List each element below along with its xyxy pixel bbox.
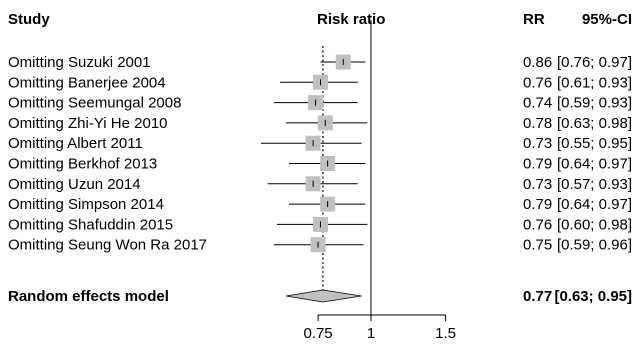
ci-value: [0.61; 0.93] (557, 74, 632, 91)
rr-value: 0.74 (523, 95, 552, 112)
study-label: Omitting Uzun 2014 (8, 176, 141, 193)
rr-value: 0.73 (523, 176, 552, 193)
study-label: Omitting Seung Won Ra 2017 (8, 237, 207, 254)
rr-value: 0.78 (523, 115, 552, 132)
ci-value: [0.64; 0.97] (557, 156, 632, 173)
ci-value: [0.76; 0.97] (557, 54, 632, 71)
study-row: Omitting Uzun 2014 0.73 [0.57; 0.93] (8, 176, 632, 193)
rr-value: 0.86 (523, 54, 552, 71)
ci-value: [0.60; 0.98] (557, 216, 632, 233)
study-label: Omitting Shafuddin 2015 (8, 216, 173, 233)
x-tick-label: 1.5 (435, 325, 456, 342)
pooled-row: Random effects model 0.77 [0.63; 0.95] (8, 288, 632, 305)
rr-value: 0.79 (523, 196, 552, 213)
pooled-label: Random effects model (8, 288, 169, 305)
study-label: Omitting Suzuki 2001 (8, 54, 151, 71)
header-study: Study (8, 11, 50, 28)
ci-value: [0.63; 0.98] (557, 115, 632, 132)
header-ci: 95%-CI (582, 11, 632, 28)
study-label: Omitting Berkhof 2013 (8, 156, 157, 173)
ci-value: [0.59; 0.93] (557, 95, 632, 112)
study-row: Omitting Seung Won Ra 2017 0.75 [0.59; 0.9… (8, 237, 632, 254)
rr-value: 0.73 (523, 135, 552, 152)
x-tick-label: 0.75 (303, 325, 332, 342)
rr-value: 0.79 (523, 156, 552, 173)
pooled-diamond (285, 289, 362, 303)
ci-value: [0.59; 0.96] (557, 237, 632, 254)
study-row: Omitting Shafuddin 2015 0.76 [0.60; 0.98] (8, 216, 632, 233)
rr-value: 0.75 (523, 237, 552, 254)
ci-value: [0.57; 0.93] (557, 176, 632, 193)
study-row: Omitting Albert 2011 0.73 [0.55; 0.95] (8, 135, 632, 152)
header-effect: Risk ratio (317, 11, 385, 28)
study-row: Omitting Simpson 2014 0.79 [0.64; 0.97] (8, 196, 632, 213)
ci-value: [0.64; 0.97] (557, 196, 632, 213)
study-row: Omitting Berkhof 2013 0.79 [0.64; 0.97] (8, 156, 632, 173)
study-rows: Omitting Suzuki 2001 0.86 [0.76; 0.97]Omit… (8, 54, 632, 254)
study-row: Omitting Seemungal 2008 0.74 [0.59; 0.93] (8, 95, 632, 112)
study-row: Omitting Banerjee 2004 0.76 [0.61; 0.93] (8, 74, 632, 91)
study-row: Omitting Zhi-Yi He 2010 0.78 [0.63; 0.98] (8, 115, 632, 132)
rr-value: 0.76 (523, 74, 552, 91)
x-tick-label: 1 (367, 325, 375, 342)
study-label: Omitting Zhi-Yi He 2010 (8, 115, 168, 132)
x-axis-ticks: 0.75 1 1.5 (303, 315, 456, 342)
header-rr: RR (523, 11, 545, 28)
pooled-rr-value: 0.77 (523, 288, 552, 305)
study-label: Omitting Banerjee 2004 (8, 74, 166, 91)
study-label: Omitting Albert 2011 (8, 135, 143, 152)
rr-value: 0.76 (523, 216, 552, 233)
ci-value: [0.55; 0.95] (557, 135, 632, 152)
study-label: Omitting Seemungal 2008 (8, 95, 181, 112)
study-row: Omitting Suzuki 2001 0.86 [0.76; 0.97] (8, 54, 632, 71)
pooled-ci-value: [0.63; 0.95] (554, 288, 632, 305)
study-label: Omitting Simpson 2014 (8, 196, 164, 213)
